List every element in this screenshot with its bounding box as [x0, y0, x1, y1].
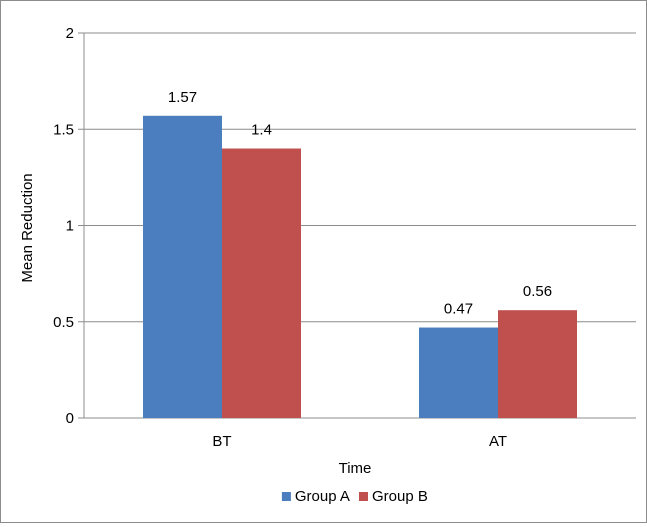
bar-group-b-bt: [222, 148, 301, 418]
bar-value-label: 1.4: [251, 122, 272, 139]
legend: Group A Group B: [281, 488, 428, 505]
y-tick-label: 0: [66, 410, 74, 427]
y-tick-label: 0.5: [53, 314, 74, 331]
bar-group-a-bt: [143, 115, 222, 419]
y-axis-title: Mean Reduction: [19, 173, 36, 282]
y-tick-label: 2: [66, 25, 74, 42]
y-tick-label: 1.5: [53, 121, 74, 138]
bar-value-label: 1.57: [168, 89, 197, 106]
value-labels: 1.57 1.4 0.47 0.56: [168, 89, 552, 318]
y-axis-ticks: 0 0.5 1 1.5 2: [53, 25, 74, 427]
legend-label: Group B: [372, 488, 428, 505]
bar-group-a-at: [419, 327, 498, 418]
x-axis-ticks: BT AT: [212, 433, 507, 450]
legend-swatch: [359, 492, 368, 501]
legend-label: Group A: [295, 488, 350, 505]
x-axis-title: Time: [339, 460, 372, 477]
y-tick-label: 1: [66, 218, 74, 235]
bar-value-label: 0.47: [444, 301, 473, 318]
bar-value-label: 0.56: [523, 283, 552, 300]
bars: [143, 115, 577, 419]
bar-group-b-at: [498, 310, 577, 418]
x-tick-label: BT: [212, 433, 231, 450]
legend-swatch: [281, 492, 291, 501]
x-tick-label: AT: [489, 433, 507, 450]
